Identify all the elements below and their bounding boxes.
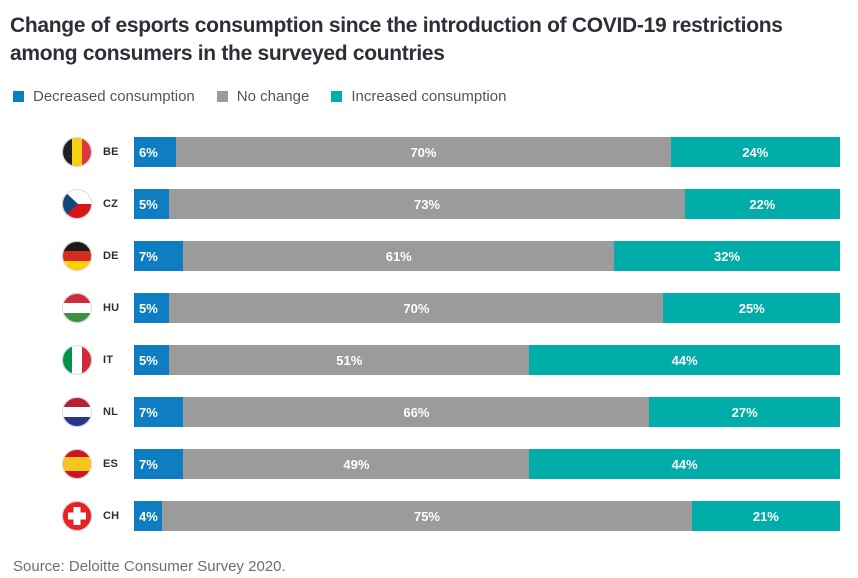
flag-be-icon	[62, 137, 92, 167]
flag-nl-icon	[62, 397, 92, 427]
country-code-hu: HU	[103, 302, 120, 314]
segment-value-label: 66%	[403, 404, 430, 420]
segment-increased: 32%	[614, 241, 840, 271]
country-code-be: BE	[103, 146, 119, 158]
segment-no-change: 66%	[183, 397, 650, 427]
segment-value-label: 5%	[139, 300, 158, 316]
country-code-it: IT	[103, 354, 114, 366]
chart-row-cz: CZ 5% 73% 22%	[0, 178, 858, 230]
segment-value-label: 7%	[139, 248, 158, 264]
segment-value-label: 24%	[742, 144, 769, 160]
chart-rows: BE 6% 70% 24% CZ 5% 73% 22% DE 7% 61% 32% HU 5% 70% 25%…	[0, 126, 858, 542]
segment-decreased: 5%	[134, 293, 170, 323]
stacked-bar-es: 7% 49% 44%	[134, 449, 840, 479]
segment-decreased: 7%	[134, 241, 184, 271]
legend-label-decreased: Decreased consumption	[33, 88, 195, 105]
flag-es-icon	[62, 449, 92, 479]
segment-increased: 22%	[684, 189, 840, 219]
legend-item-increased: Increased consumption	[331, 88, 506, 105]
segment-increased: 25%	[663, 293, 840, 323]
legend-item-decreased: Decreased consumption	[13, 88, 195, 105]
flag-hu-icon	[62, 293, 92, 323]
stacked-bar-it: 5% 51% 44%	[134, 345, 840, 375]
segment-no-change: 51%	[169, 345, 530, 375]
country-code-cz: CZ	[103, 198, 119, 210]
chart-row-de: DE 7% 61% 32%	[0, 230, 858, 282]
segment-increased: 21%	[691, 501, 840, 531]
segment-increased: 44%	[529, 449, 840, 479]
segment-increased: 24%	[670, 137, 840, 167]
title-line-2: among consumers in the surveyed countrie…	[10, 42, 445, 65]
segment-decreased: 5%	[134, 189, 170, 219]
chart-row-hu: HU 5% 70% 25%	[0, 282, 858, 334]
segment-value-label: 51%	[336, 352, 363, 368]
segment-no-change: 61%	[183, 241, 615, 271]
segment-value-label: 73%	[413, 196, 440, 212]
stacked-bar-ch: 4% 75% 21%	[134, 501, 840, 531]
chart-title: Change of esports consumption since the …	[0, 0, 858, 68]
segment-decreased: 5%	[134, 345, 170, 375]
legend-item-no-change: No change	[216, 88, 310, 105]
legend-swatch-no-change-icon	[216, 91, 228, 102]
legend-swatch-increased-icon	[331, 91, 343, 102]
segment-no-change: 73%	[169, 189, 685, 219]
stacked-bar-de: 7% 61% 32%	[134, 241, 840, 271]
flag-it-icon	[62, 345, 92, 375]
chart-row-nl: NL 7% 66% 27%	[0, 386, 858, 438]
stacked-bar-be: 6% 70% 24%	[134, 137, 840, 167]
chart-row-be: BE 6% 70% 24%	[0, 126, 858, 178]
legend-swatch-decreased-icon	[13, 91, 24, 102]
stacked-bar-nl: 7% 66% 27%	[134, 397, 840, 427]
country-code-es: ES	[103, 458, 119, 470]
segment-decreased: 4%	[134, 501, 163, 531]
segment-decreased: 7%	[134, 449, 184, 479]
segment-no-change: 75%	[162, 501, 692, 531]
segment-value-label: 7%	[139, 404, 158, 420]
flag-cz-icon	[62, 189, 92, 219]
chart-row-ch: CH 4% 75% 21%	[0, 490, 858, 542]
segment-value-label: 44%	[671, 352, 698, 368]
stacked-bar-cz: 5% 73% 22%	[134, 189, 840, 219]
stacked-bar-hu: 5% 70% 25%	[134, 293, 840, 323]
chart-row-it: IT 5% 51% 44%	[0, 334, 858, 386]
country-code-de: DE	[103, 250, 119, 262]
segment-decreased: 6%	[134, 137, 177, 167]
flag-ch-icon	[62, 501, 92, 531]
segment-value-label: 32%	[714, 248, 741, 264]
segment-value-label: 5%	[139, 196, 158, 212]
segment-value-label: 25%	[738, 300, 765, 316]
segment-value-label: 61%	[385, 248, 412, 264]
segment-no-change: 70%	[169, 293, 664, 323]
source-note: Source: Deloitte Consumer Survey 2020.	[13, 558, 286, 575]
segment-value-label: 5%	[139, 352, 158, 368]
segment-value-label: 44%	[671, 456, 698, 472]
segment-value-label: 70%	[403, 300, 430, 316]
segment-value-label: 6%	[139, 144, 158, 160]
segment-value-label: 27%	[731, 404, 758, 420]
segment-value-label: 7%	[139, 456, 158, 472]
segment-value-label: 21%	[752, 508, 779, 524]
country-code-nl: NL	[103, 406, 119, 418]
flag-de-icon	[62, 241, 92, 271]
segment-no-change: 70%	[176, 137, 671, 167]
chart-row-es: ES 7% 49% 44%	[0, 438, 858, 490]
segment-value-label: 49%	[343, 456, 370, 472]
legend: Decreased consumption No change Increase…	[13, 88, 858, 105]
segment-increased: 27%	[649, 397, 840, 427]
segment-decreased: 7%	[134, 397, 184, 427]
title-line-1: Change of esports consumption since the …	[10, 14, 783, 37]
segment-value-label: 4%	[139, 508, 158, 524]
legend-label-no-change: No change	[236, 88, 310, 105]
segment-no-change: 49%	[183, 449, 530, 479]
segment-value-label: 75%	[413, 508, 440, 524]
country-code-ch: CH	[103, 510, 120, 522]
segment-value-label: 70%	[410, 144, 437, 160]
segment-value-label: 22%	[749, 196, 776, 212]
legend-label-increased: Increased consumption	[351, 88, 507, 105]
segment-increased: 44%	[529, 345, 840, 375]
